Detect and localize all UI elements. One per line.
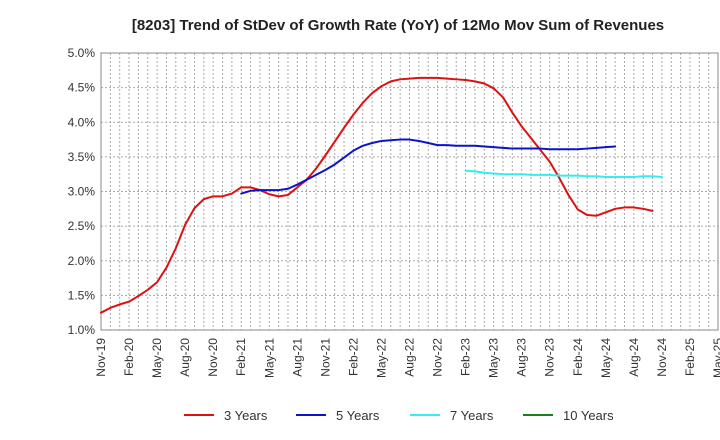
- x-tick-label: May-21: [262, 338, 276, 378]
- x-tick-label: Aug-24: [627, 338, 641, 377]
- grid-lines: [100, 52, 719, 331]
- x-tick-label: May-23: [487, 338, 501, 378]
- x-tick-label: Feb-22: [346, 338, 360, 376]
- x-tick-label: Aug-20: [178, 338, 192, 377]
- legend-label-3-years: 3 Years: [224, 408, 268, 423]
- series-line-3-years: [100, 76, 654, 314]
- x-tick-label: Aug-22: [403, 338, 417, 377]
- x-tick-label: Feb-20: [122, 338, 136, 376]
- x-tick-label: Aug-21: [290, 338, 304, 377]
- x-tick-label: Aug-23: [515, 338, 529, 377]
- legend-label-5-years: 5 Years: [336, 408, 380, 423]
- y-tick-label: 3.5%: [68, 150, 96, 164]
- chart-title: [8203] Trend of StDev of Growth Rate (Yo…: [132, 17, 664, 34]
- x-tick-label: Nov-22: [431, 338, 445, 377]
- x-tick-label: Nov-21: [318, 338, 332, 377]
- y-tick-label: 1.0%: [68, 323, 96, 337]
- y-tick-label: 2.0%: [68, 254, 96, 268]
- legend-label-10-years: 10 Years: [563, 408, 614, 423]
- plot-border: [100, 52, 719, 331]
- y-tick-label: 3.0%: [68, 185, 96, 199]
- y-tick-label: 4.5%: [68, 81, 96, 95]
- series-line-7-years: [464, 169, 663, 178]
- y-tick-label: 4.0%: [68, 115, 96, 129]
- y-tick-label: 2.5%: [68, 219, 96, 233]
- x-tick-label: May-24: [599, 338, 613, 378]
- x-tick-label: Feb-24: [571, 338, 585, 376]
- series-line-5-years: [240, 138, 617, 195]
- x-tick-label: Feb-21: [234, 338, 248, 376]
- x-tick-label: Nov-23: [543, 338, 557, 377]
- data-series: [100, 76, 663, 314]
- x-tick-label: May-22: [374, 338, 388, 378]
- legend-label-7-years: 7 Years: [450, 408, 494, 423]
- x-tick-label: Nov-24: [655, 338, 669, 377]
- x-tick-label: May-20: [150, 338, 164, 378]
- axes: 1.0% 1.5% 2.0% 2.5% 3.0% 3.5% 4.0% 4.5% 5.0% Nov-…: [68, 46, 720, 378]
- x-tick-label: May-25: [711, 338, 720, 378]
- x-tick-label: Feb-23: [459, 338, 473, 376]
- x-tick-label: Nov-20: [206, 338, 220, 377]
- legend: 3 Years 5 Years 7 Years 10 Years: [184, 408, 614, 423]
- y-tick-label: 5.0%: [68, 46, 96, 60]
- x-tick-label: Feb-25: [683, 338, 697, 376]
- x-tick-label: Nov-19: [94, 338, 108, 377]
- y-tick-label: 1.5%: [68, 288, 96, 302]
